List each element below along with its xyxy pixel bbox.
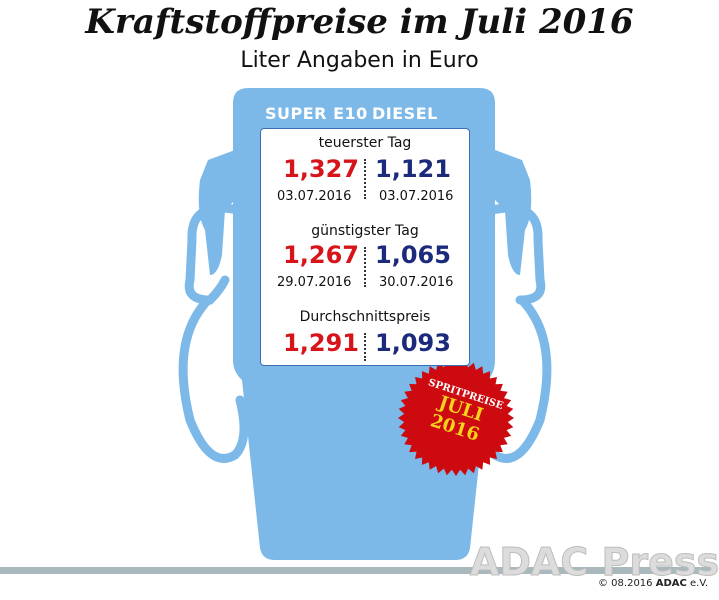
super-price: 1,291 — [283, 329, 359, 357]
price-panel: teuerster Tag 1,327 1,121 03.07.2016 03.… — [260, 128, 470, 366]
right-nozzle — [495, 150, 532, 275]
copyright-date: © 08.2016 — [598, 578, 653, 589]
diesel-date: 30.07.2016 — [379, 275, 454, 290]
footer-bar — [0, 567, 712, 574]
column-super: SUPER E10 — [265, 104, 368, 123]
row-label: günstigster Tag — [311, 223, 419, 239]
super-price: 1,267 — [283, 241, 359, 269]
left-nozzle — [198, 150, 235, 275]
diesel-price: 1,065 — [375, 241, 451, 269]
diesel-price: 1,121 — [375, 155, 451, 183]
row-label: teuerster Tag — [318, 135, 412, 151]
diesel-date: 03.07.2016 — [379, 189, 454, 204]
copyright-suffix: e.V. — [690, 578, 709, 589]
divider — [364, 333, 366, 361]
super-price: 1,327 — [283, 155, 359, 183]
subtitle: Liter Angaben in Euro — [240, 48, 479, 73]
row-label: Durchschnittspreis — [299, 309, 431, 325]
diesel-price: 1,093 — [375, 329, 451, 357]
divider — [364, 247, 366, 287]
column-diesel: DIESEL — [372, 104, 438, 123]
super-date: 29.07.2016 — [277, 275, 352, 290]
watermark: ADAC Presse — [470, 540, 719, 585]
super-date: 03.07.2016 — [277, 189, 352, 204]
copyright: © 08.2016 ADAC e.V. — [598, 578, 708, 589]
left-hose-loop — [178, 295, 249, 463]
divider — [364, 159, 366, 199]
badge-starburst — [398, 360, 514, 476]
page-title: Kraftstoffpreise im Juli 2016 — [85, 2, 634, 42]
copyright-brand: ADAC — [655, 578, 687, 589]
